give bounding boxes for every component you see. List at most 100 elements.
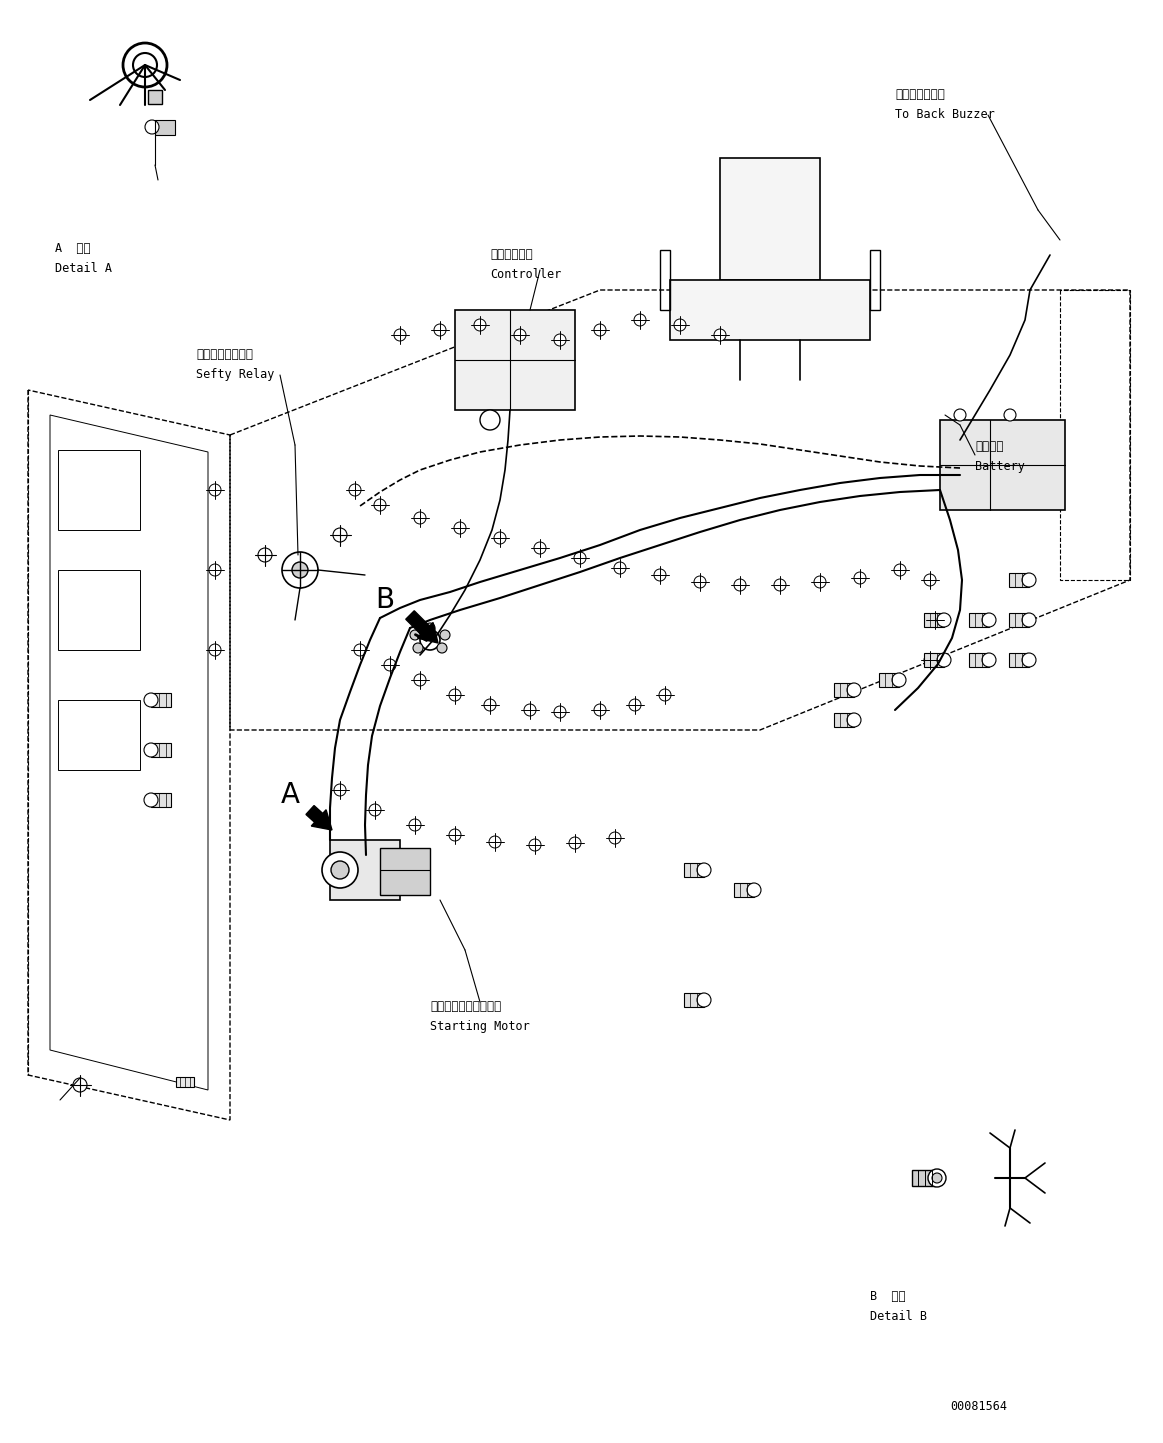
Circle shape bbox=[440, 631, 450, 641]
Circle shape bbox=[894, 564, 906, 576]
Circle shape bbox=[847, 683, 861, 697]
Circle shape bbox=[929, 615, 941, 626]
Text: セーフティリレー: セーフティリレー bbox=[197, 348, 254, 361]
Text: コントローラ: コントローラ bbox=[490, 248, 533, 261]
Circle shape bbox=[449, 828, 461, 841]
Circle shape bbox=[414, 512, 426, 524]
Circle shape bbox=[488, 835, 501, 848]
Circle shape bbox=[394, 329, 406, 341]
Circle shape bbox=[697, 993, 711, 1007]
Circle shape bbox=[923, 574, 936, 586]
Circle shape bbox=[424, 623, 435, 633]
Text: To Back Buzzer: To Back Buzzer bbox=[896, 108, 994, 121]
Circle shape bbox=[374, 499, 386, 511]
Bar bbox=[330, 840, 400, 900]
Text: Detail B: Detail B bbox=[870, 1310, 927, 1323]
Circle shape bbox=[258, 548, 272, 561]
Circle shape bbox=[1004, 408, 1016, 421]
Circle shape bbox=[747, 883, 761, 898]
Circle shape bbox=[209, 644, 221, 657]
Bar bbox=[940, 420, 1065, 509]
Circle shape bbox=[534, 543, 545, 554]
Circle shape bbox=[334, 784, 347, 797]
Circle shape bbox=[629, 698, 641, 711]
Circle shape bbox=[384, 659, 395, 671]
Circle shape bbox=[734, 579, 745, 592]
Circle shape bbox=[594, 704, 606, 716]
Circle shape bbox=[814, 576, 826, 587]
Circle shape bbox=[484, 698, 495, 711]
Bar bbox=[455, 310, 575, 410]
Circle shape bbox=[449, 688, 461, 701]
Circle shape bbox=[982, 613, 996, 628]
Bar bbox=[969, 613, 989, 628]
Circle shape bbox=[281, 553, 317, 587]
FancyArrow shape bbox=[306, 805, 331, 830]
Bar bbox=[720, 157, 820, 280]
Circle shape bbox=[475, 319, 486, 330]
Circle shape bbox=[1022, 573, 1036, 587]
Circle shape bbox=[854, 571, 866, 584]
Circle shape bbox=[411, 631, 420, 641]
Circle shape bbox=[569, 837, 582, 848]
Circle shape bbox=[847, 713, 861, 727]
Bar bbox=[380, 848, 430, 895]
Circle shape bbox=[322, 851, 358, 887]
Circle shape bbox=[923, 654, 936, 667]
Circle shape bbox=[123, 43, 167, 87]
Circle shape bbox=[954, 408, 966, 421]
Circle shape bbox=[525, 704, 536, 716]
Circle shape bbox=[937, 654, 951, 667]
Text: バッテリ: バッテリ bbox=[975, 440, 1004, 453]
Circle shape bbox=[494, 532, 506, 544]
Circle shape bbox=[714, 329, 726, 341]
Text: Sefty Relay: Sefty Relay bbox=[197, 368, 274, 381]
Bar bbox=[58, 570, 140, 649]
Circle shape bbox=[554, 706, 566, 719]
Bar bbox=[734, 883, 754, 898]
Bar bbox=[151, 743, 171, 758]
Bar bbox=[834, 683, 854, 697]
Text: Detail A: Detail A bbox=[55, 263, 112, 276]
Bar bbox=[684, 863, 704, 877]
Polygon shape bbox=[670, 280, 870, 341]
Circle shape bbox=[694, 576, 706, 587]
Bar bbox=[151, 693, 171, 707]
Text: A: A bbox=[280, 781, 300, 810]
Circle shape bbox=[554, 333, 566, 346]
Bar bbox=[148, 89, 162, 104]
Circle shape bbox=[454, 522, 466, 534]
Circle shape bbox=[434, 325, 445, 336]
Text: 00081564: 00081564 bbox=[950, 1400, 1007, 1413]
Circle shape bbox=[982, 654, 996, 667]
Bar bbox=[1009, 613, 1029, 628]
Text: バックブザーへ: バックブザーへ bbox=[896, 88, 944, 101]
Bar bbox=[879, 672, 899, 687]
Bar bbox=[684, 993, 704, 1007]
Circle shape bbox=[144, 693, 158, 707]
Text: B  詳細: B 詳細 bbox=[870, 1290, 906, 1303]
Bar bbox=[155, 120, 174, 136]
Circle shape bbox=[331, 861, 349, 879]
Bar bbox=[1009, 573, 1029, 587]
Circle shape bbox=[209, 483, 221, 496]
Circle shape bbox=[675, 319, 686, 330]
Circle shape bbox=[514, 329, 526, 341]
Bar bbox=[834, 713, 854, 727]
Circle shape bbox=[594, 325, 606, 336]
Circle shape bbox=[932, 1173, 942, 1183]
Bar bbox=[1009, 654, 1029, 667]
Circle shape bbox=[413, 644, 423, 654]
Circle shape bbox=[292, 561, 308, 579]
Circle shape bbox=[349, 483, 361, 496]
Circle shape bbox=[145, 120, 159, 134]
Circle shape bbox=[1022, 613, 1036, 628]
Bar bbox=[969, 654, 989, 667]
Circle shape bbox=[928, 1169, 946, 1188]
Circle shape bbox=[437, 644, 447, 654]
Circle shape bbox=[614, 561, 626, 574]
Bar bbox=[58, 700, 140, 771]
Circle shape bbox=[609, 833, 621, 844]
Circle shape bbox=[697, 863, 711, 877]
Circle shape bbox=[634, 315, 645, 326]
